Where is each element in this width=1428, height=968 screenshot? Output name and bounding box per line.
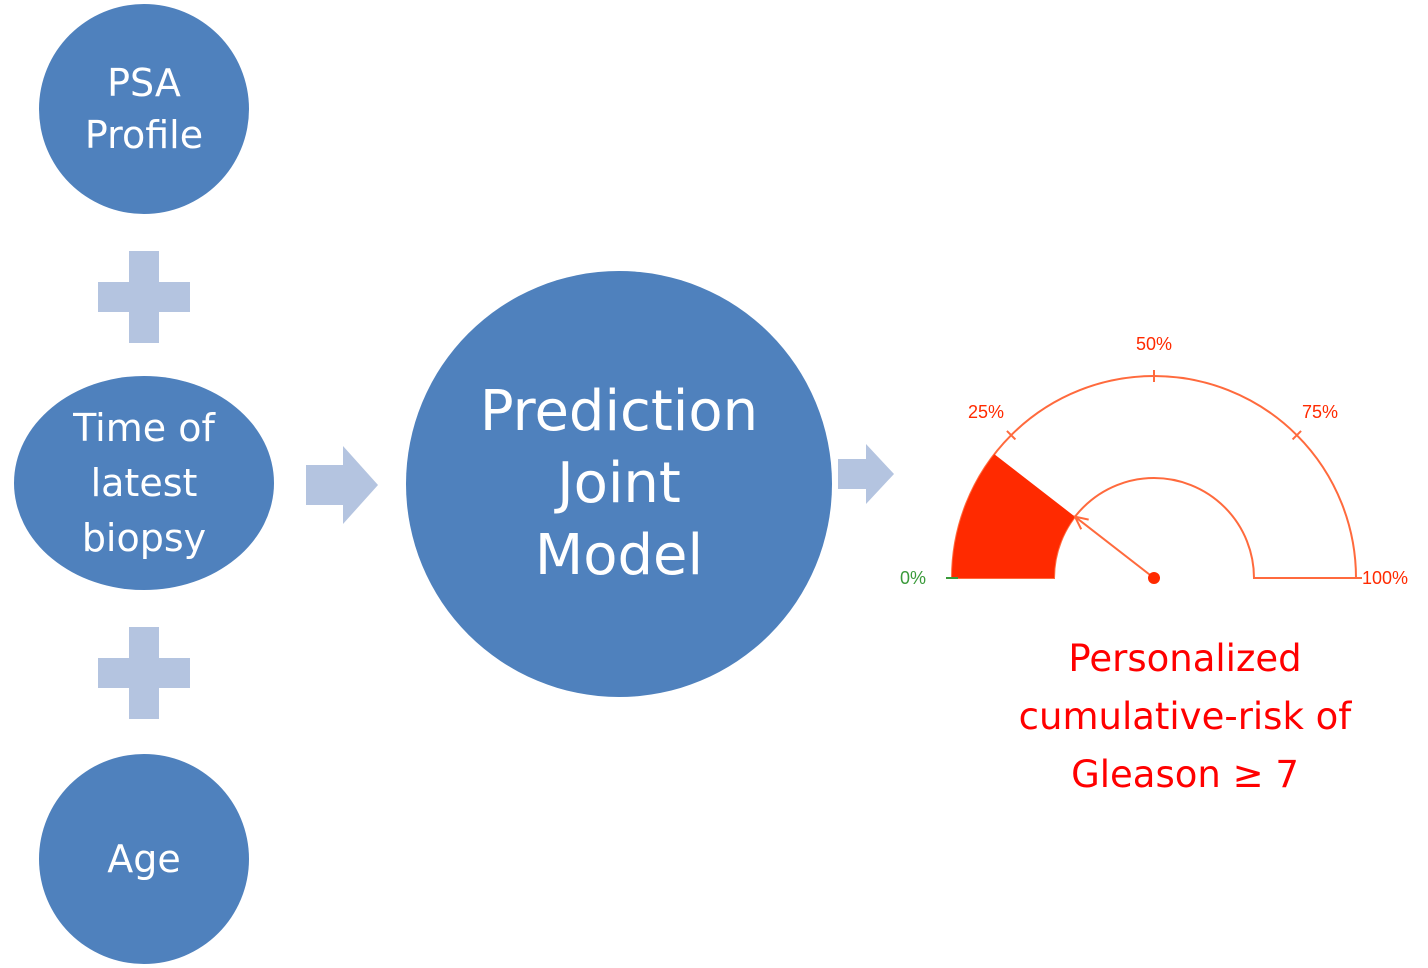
prediction-joint-model-label: Prediction Joint Model — [479, 379, 759, 588]
output-caption-line-3: Gleason ≥ 7 — [1071, 753, 1299, 796]
psa-profile-node: PSA Profile — [39, 4, 249, 214]
arrow-right-icon — [838, 444, 894, 504]
gauge-tick-label-50: 50% — [1136, 334, 1172, 354]
plus-icon — [98, 627, 190, 719]
gauge-needle-hub — [1148, 572, 1160, 584]
gauge-tick-25 — [1006, 430, 1017, 441]
age-label: Age — [107, 837, 181, 881]
psa-profile-label: PSA Profile — [84, 61, 204, 157]
prediction-joint-model-node: Prediction Joint Model — [406, 271, 832, 697]
gauge-tick-75 — [1291, 430, 1302, 441]
arrow-right-icon — [306, 446, 378, 524]
time-of-latest-biopsy-label: Time of latest biopsy — [73, 405, 215, 560]
output-caption-line-1: Personalized — [1068, 637, 1302, 680]
gauge-ticks — [946, 370, 1362, 579]
gauge-tick-label-75: 75% — [1302, 402, 1338, 422]
gauge-tick-label-0: 0% — [900, 568, 926, 588]
gauge-needle-arrowhead — [1073, 515, 1089, 530]
gauge-needle — [1074, 515, 1155, 579]
output-caption-line-2: cumulative-risk of — [1018, 695, 1352, 738]
time-of-latest-biopsy-node: Time of latest biopsy — [14, 376, 274, 590]
output-caption: Personalized cumulative-risk of Gleason … — [960, 630, 1410, 804]
plus-icon — [98, 251, 190, 343]
risk-gauge: 0% 25% 50% 75% 100% — [900, 334, 1408, 588]
gauge-tick-label-100: 100% — [1362, 568, 1408, 588]
gauge-value-fill — [952, 454, 1075, 578]
age-node: Age — [39, 754, 249, 964]
gauge-tick-label-25: 25% — [968, 402, 1004, 422]
gauge-ring — [950, 375, 1358, 579]
gauge-outline — [950, 375, 1358, 579]
